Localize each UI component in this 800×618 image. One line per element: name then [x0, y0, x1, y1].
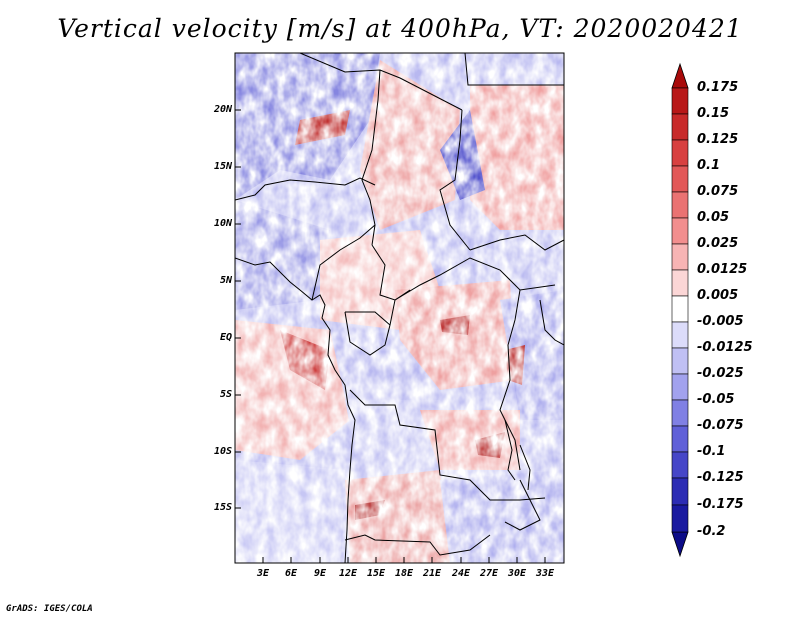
boundary-drc-east: [499, 289, 521, 471]
boundary-niger-nigeria: [235, 177, 376, 201]
country-boundaries: [235, 53, 564, 563]
lat-label-15s: 15S: [213, 502, 232, 513]
boundary-nigeria-cameroon: [311, 224, 376, 301]
colorbar-swatch-9: [671, 295, 689, 323]
colorbar-swatch-6: [671, 217, 689, 245]
colorbar-swatch-4: [671, 165, 689, 193]
boundary-sudan-southsudan: [469, 234, 564, 251]
map-title: Vertical velocity [m/s] at 400hPa, VT: 2…: [57, 14, 743, 43]
boundary-gabon: [344, 311, 391, 356]
lat-label-15n: 15N: [213, 161, 232, 172]
colorbar-label-0.025: 0.025: [697, 236, 739, 251]
lat-label-eq: EQ: [219, 332, 232, 343]
colorbar-swatch-8: [671, 269, 689, 297]
boundary-mozambique: [504, 479, 541, 531]
colorbar-swatch-1: [671, 87, 689, 115]
lat-label-5n: 5N: [219, 275, 232, 286]
lon-label-24e: 24E: [451, 568, 471, 579]
colorbar-label-0.075: 0.075: [697, 184, 739, 199]
lon-label-33e: 33E: [535, 568, 555, 579]
colorbar-label-neg-0.025: -0.025: [697, 366, 744, 381]
colorbar-swatch-17: [671, 504, 689, 533]
colorbar-swatch-14: [671, 425, 689, 453]
colorbar: [671, 62, 689, 558]
boundary-chad-sudan: [439, 109, 471, 251]
colorbar-label-neg-0.1: -0.1: [697, 444, 726, 459]
field-speckle-texture: [235, 53, 564, 563]
colorbar-label-0.15: 0.15: [697, 106, 730, 121]
lon-label-9e: 9E: [313, 568, 327, 579]
colorbar-swatch-13: [671, 399, 689, 427]
lon-label-27e: 27E: [479, 568, 499, 579]
boundary-libya-egypt: [464, 53, 564, 86]
colorbar-label-0.005: 0.005: [697, 288, 739, 303]
colorbar-bottom-arrow: [671, 531, 689, 558]
map-frame: [234, 52, 565, 564]
colorbar-swatch-10: [671, 321, 689, 349]
lon-label-21e: 21E: [422, 568, 442, 579]
colorbar-label-0.1: 0.1: [697, 158, 721, 173]
colorbar-label-neg-0.005: -0.005: [697, 314, 744, 329]
colorbar-label-0.0125: 0.0125: [697, 262, 748, 277]
colorbar-swatch-11: [671, 347, 689, 375]
boundary-angola-zambia: [349, 389, 546, 501]
colorbar-label-0.125: 0.125: [697, 132, 739, 147]
colorbar-swatch-3: [671, 139, 689, 167]
grads-credit: GrADS: IGES/COLA: [6, 604, 93, 614]
lon-label-6e: 6E: [284, 568, 298, 579]
colorbar-label-neg-0.2: -0.2: [697, 524, 726, 539]
colorbar-label-0.175: 0.175: [697, 80, 739, 95]
lon-label-12e: 12E: [338, 568, 358, 579]
colorbar-label-neg-0.0125: -0.0125: [697, 340, 753, 355]
colorbar-label-neg-0.05: -0.05: [697, 392, 735, 407]
colorbar-label-neg-0.175: -0.175: [697, 497, 744, 512]
lat-label-5s: 5S: [219, 389, 232, 400]
colorbar-swatch-15: [671, 451, 689, 479]
colorbar-label-neg-0.125: -0.125: [697, 470, 744, 485]
colorbar-swatch-12: [671, 373, 689, 401]
boundary-congo: [389, 289, 411, 326]
colorbar-label-neg-0.075: -0.075: [697, 418, 744, 433]
colorbar-swatch-7: [671, 243, 689, 271]
lon-label-30e: 30E: [507, 568, 527, 579]
colorbar-label-0.05: 0.05: [697, 210, 730, 225]
lat-label-10s: 10S: [213, 446, 232, 457]
lake-malawi: [519, 444, 531, 491]
lon-label-15e: 15E: [366, 568, 386, 579]
lon-label-18e: 18E: [394, 568, 414, 579]
boundary-namibia-botswana: [344, 534, 491, 556]
lake-tanganyika: [504, 419, 516, 481]
colorbar-top-arrow: [671, 62, 689, 89]
boundary-kenya-uganda: [539, 299, 564, 346]
coastline: [235, 257, 356, 563]
boundary-car: [371, 244, 556, 301]
axis-ticks: [235, 109, 546, 563]
lat-label-20n: 20N: [213, 104, 232, 115]
velocity-field: [235, 53, 564, 563]
colorbar-swatch-5: [671, 191, 689, 219]
colorbar-swatch-16: [671, 477, 689, 506]
lon-label-3e: 3E: [256, 568, 270, 579]
lat-label-10n: 10N: [213, 218, 232, 229]
colorbar-swatch-2: [671, 113, 689, 141]
